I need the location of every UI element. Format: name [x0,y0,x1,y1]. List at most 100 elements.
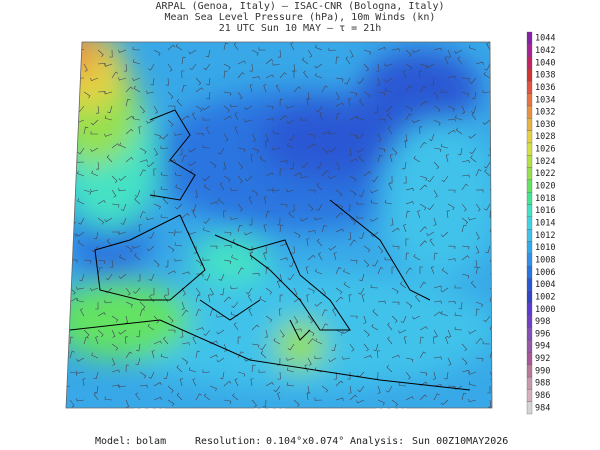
wind-barb [105,273,113,281]
wind-barb [398,329,407,334]
wind-barb [125,399,130,408]
wind-barb [279,273,283,282]
wind-barb [405,187,414,192]
wind-barb [343,281,351,289]
wind-barb [349,259,358,264]
wind-barb [349,217,356,225]
wind-barb [457,147,463,156]
wind-barb [180,329,184,338]
wind-barb [97,329,104,337]
wind-barb [188,231,197,235]
wind-barb [132,77,141,81]
wind-barb [370,217,379,222]
wind-barb [279,257,288,261]
colorbar-label: 1030 [535,120,555,130]
wind-barb [251,399,257,408]
wind-barb [405,238,409,247]
wind-barb [468,133,477,139]
wind-barb [307,287,315,294]
wind-barb [203,63,211,71]
wind-barb [68,154,73,163]
wind-barb [223,91,232,96]
wind-barb [119,142,127,149]
wind-barb [321,323,328,331]
wind-barb [371,324,379,331]
colorbar-label: 1016 [535,206,555,216]
wind-barb [188,49,197,55]
wind-barb [279,98,284,107]
wind-barb [279,329,285,338]
wind-barb [461,343,468,352]
wind-barb [244,175,253,182]
wind-barb [147,323,155,331]
wind-barb [335,287,343,295]
wind-barb [83,329,90,338]
wind-barb [273,338,281,345]
wind-barb [356,201,365,205]
wind-barb [244,231,253,236]
wind-barb [125,287,131,296]
colorbar-label: 1038 [535,71,555,81]
wind-barb [455,127,463,135]
colorbar-segment [526,68,533,82]
wind-barb [391,301,400,306]
wind-barb [376,350,381,359]
wind-barb [136,329,141,338]
wind-barb [167,270,176,275]
wind-barb [167,159,176,163]
wind-barb [291,245,295,254]
wind-barb [315,338,323,345]
wind-barb [349,49,354,58]
wind-barb [306,238,310,247]
wind-barb [125,115,134,121]
wind-barb [104,217,113,223]
wind-barb [223,296,232,303]
wind-barb [489,210,492,219]
wind-barb [181,287,186,296]
wind-barb [405,301,413,309]
wind-barb [93,231,99,240]
wind-barb [167,399,175,407]
wind-barb [358,287,365,295]
wind-barb [203,217,211,224]
wind-barb [109,49,113,58]
wind-barb [391,287,399,294]
wind-barb [303,70,309,79]
wind-barb [249,252,253,261]
wind-barb [349,189,357,197]
wind-barb [475,169,482,177]
colorbar-label: 1032 [535,108,555,118]
wind-barb [433,311,442,317]
colorbar-segment [526,278,533,291]
wind-barb [77,239,85,247]
wind-barb [91,352,99,359]
wind-barb [430,77,435,86]
wind-barb [251,147,259,154]
wind-barb [233,322,239,331]
wind-barb [387,322,393,331]
wind-barb [248,196,253,205]
colorbar-label: 1006 [535,268,555,278]
wind-barb [384,77,393,83]
wind-barb [93,371,99,380]
colorbar-label: 986 [535,391,550,401]
wind-barb [133,287,141,294]
wind-barb [195,393,202,401]
wind-barb [279,294,283,303]
wind-barb [237,72,245,79]
wind-barb [153,203,161,210]
wind-barb [237,224,243,233]
wind-barb [150,77,155,86]
wind-barb [391,147,398,156]
wind-barb [377,267,384,275]
wind-barb [167,63,173,72]
wind-barb [216,329,225,335]
wind-barb [118,273,127,279]
wind-barb [251,272,260,277]
wind-barb [314,397,323,401]
wind-barb [250,154,254,163]
wind-barb [132,245,141,249]
wind-barb [427,203,435,211]
wind-barb [251,133,256,142]
wind-barb [440,231,449,238]
